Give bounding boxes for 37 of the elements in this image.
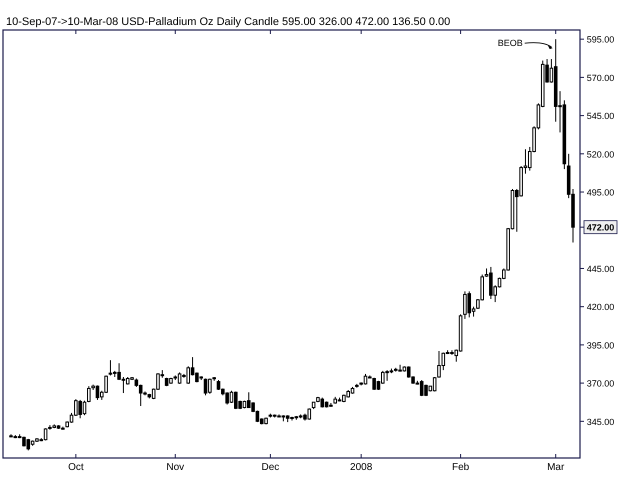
y-tick-label: 595.00: [586, 34, 614, 45]
x-tick-label: Dec: [261, 462, 280, 473]
x-tick-label: Nov: [166, 462, 184, 473]
x-tick-label: Feb: [452, 462, 470, 473]
candlestick: [385, 370, 389, 382]
x-tick-label: 2008: [350, 462, 373, 473]
candlestick: [117, 362, 121, 381]
candlestick: [467, 290, 472, 318]
y-tick-label: 570.00: [586, 72, 614, 83]
y-tick-label: 370.00: [586, 378, 614, 389]
candlestick: [44, 428, 48, 441]
candlestick: [372, 377, 376, 390]
candlestick: [437, 350, 441, 378]
annotation: BEOB: [498, 38, 523, 48]
candlestick: [186, 366, 190, 384]
candlestick: [178, 372, 182, 384]
x-tick-label: Mar: [547, 462, 565, 473]
candlestick: [208, 378, 212, 394]
y-tick-label: 395.00: [586, 340, 614, 350]
candlestick: [432, 376, 436, 392]
candlestick: [463, 290, 467, 320]
y-tick-label: 520.00: [586, 149, 614, 160]
candlestick: [122, 376, 126, 394]
y-tick-label: 495.00: [586, 188, 614, 198]
y-tick-label: 420.00: [586, 302, 614, 312]
candlestick: [204, 378, 208, 396]
chart-title: 10-Sep-07->10-Mar-08 USD-Palladium Oz Daily Candle 595.00 326.00 472.00 136.50 0.00: [6, 16, 450, 28]
y-tick-label: 345.00: [586, 416, 614, 427]
candlestick: [108, 360, 112, 376]
y-tick-label: 445.00: [586, 264, 614, 274]
candlestick: [246, 392, 251, 408]
y-tick-label: 545.00: [586, 111, 614, 122]
x-tick-label: Oct: [68, 462, 84, 473]
candlestick: [216, 380, 220, 390]
candlestick: [489, 266, 493, 300]
candlestick: [96, 384, 100, 400]
y-tick-label: 472.00: [586, 222, 614, 233]
